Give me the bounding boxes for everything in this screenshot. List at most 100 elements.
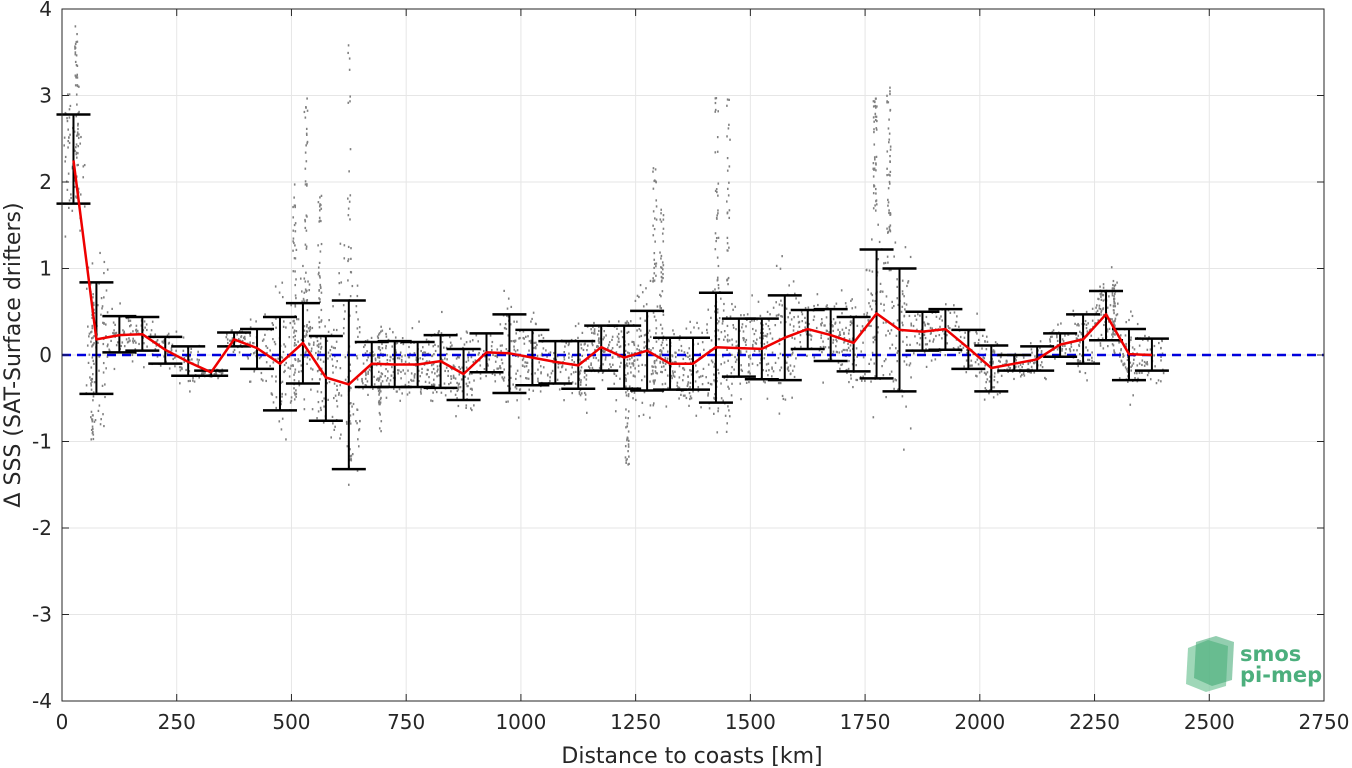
scatter-point xyxy=(777,313,780,316)
scatter-point xyxy=(627,343,630,346)
scatter-point xyxy=(894,241,897,244)
scatter-point xyxy=(1039,346,1041,350)
scatter-point xyxy=(343,244,346,247)
scatter-point xyxy=(652,170,654,173)
scatter-point xyxy=(333,382,336,385)
scatter-point xyxy=(317,266,320,269)
scatter-point xyxy=(777,357,780,360)
scatter-point xyxy=(1078,324,1080,327)
scatter-point xyxy=(659,353,661,356)
scatter-point xyxy=(344,310,346,313)
scatter-point xyxy=(380,420,383,423)
scatter-point xyxy=(252,342,254,345)
scatter-point xyxy=(751,327,754,331)
scatter-point xyxy=(1022,362,1024,366)
scatter-point xyxy=(342,332,345,335)
scatter-point xyxy=(307,342,310,345)
scatter-point xyxy=(229,339,231,342)
scatter-point xyxy=(503,379,505,382)
scatter-point xyxy=(678,365,681,368)
scatter-point xyxy=(327,398,329,401)
scatter-point xyxy=(1075,337,1078,340)
scatter-point xyxy=(321,400,324,403)
scatter-point xyxy=(320,194,323,197)
scatter-point xyxy=(400,358,403,362)
scatter-point xyxy=(284,369,286,372)
scatter-point xyxy=(426,368,429,371)
scatter-point xyxy=(379,413,381,416)
scatter-point xyxy=(528,388,531,391)
scatter-point xyxy=(638,327,641,331)
scatter-point xyxy=(683,351,686,354)
scatter-point xyxy=(889,170,892,173)
scatter-point xyxy=(661,327,664,330)
scatter-point xyxy=(395,351,398,354)
scatter-point xyxy=(863,313,865,316)
scatter-point xyxy=(870,380,872,383)
scatter-point xyxy=(422,346,424,349)
scatter-point xyxy=(469,387,472,390)
scatter-point xyxy=(135,341,137,344)
scatter-point xyxy=(300,370,303,373)
scatter-point xyxy=(1115,314,1118,317)
scatter-point xyxy=(655,340,658,343)
scatter-point xyxy=(864,373,866,376)
scatter-point xyxy=(652,347,654,350)
scatter-point xyxy=(293,379,296,382)
scatter-point xyxy=(887,204,889,207)
scatter-point xyxy=(988,380,991,383)
scatter-point xyxy=(404,383,407,387)
scatter-point xyxy=(66,188,69,191)
scatter-point xyxy=(1109,304,1112,307)
scatter-point xyxy=(356,284,359,287)
scatter-point xyxy=(522,330,525,333)
scatter-point xyxy=(592,332,595,335)
scatter-point xyxy=(488,358,491,361)
scatter-point xyxy=(188,370,191,373)
scatter-point xyxy=(916,342,918,345)
scatter-point xyxy=(827,358,830,361)
scatter-point xyxy=(305,271,307,274)
scatter-point xyxy=(917,313,919,316)
scatter-point xyxy=(493,369,495,372)
scatter-point xyxy=(889,92,891,96)
scatter-point xyxy=(1072,309,1075,312)
scatter-point xyxy=(714,110,717,113)
scatter-point xyxy=(850,322,853,325)
scatter-point xyxy=(602,370,605,373)
scatter-point xyxy=(444,357,446,360)
scatter-point xyxy=(687,381,690,384)
scatter-point xyxy=(293,241,295,245)
scatter-point xyxy=(1153,354,1155,357)
scatter-point xyxy=(892,304,895,308)
scatter-point xyxy=(726,236,729,239)
scatter-point xyxy=(889,224,892,227)
scatter-point xyxy=(717,194,719,197)
scatter-point xyxy=(981,347,983,350)
scatter-point xyxy=(1120,348,1122,351)
scatter-point xyxy=(528,349,530,352)
scatter-point xyxy=(660,343,663,347)
scatter-point xyxy=(714,393,716,396)
scatter-point xyxy=(318,378,321,381)
scatter-point xyxy=(449,335,451,339)
scatter-point xyxy=(1112,344,1115,347)
scatter-point xyxy=(720,363,722,366)
scatter-point xyxy=(322,360,325,363)
scatter-point xyxy=(372,354,375,357)
scatter-point xyxy=(832,329,835,333)
scatter-point xyxy=(419,390,422,393)
scatter-point xyxy=(876,331,879,334)
scatter-point xyxy=(716,150,719,153)
scatter-point xyxy=(666,357,669,360)
scatter-point xyxy=(557,366,560,369)
scatter-point xyxy=(1102,299,1105,302)
scatter-point xyxy=(767,362,770,365)
scatter-point xyxy=(374,359,377,362)
scatter-point xyxy=(1030,371,1032,374)
scatter-point xyxy=(305,214,308,217)
scatter-point xyxy=(650,349,652,352)
scatter-point xyxy=(968,330,971,333)
scatter-point xyxy=(381,380,384,383)
scatter-point xyxy=(1107,345,1109,348)
